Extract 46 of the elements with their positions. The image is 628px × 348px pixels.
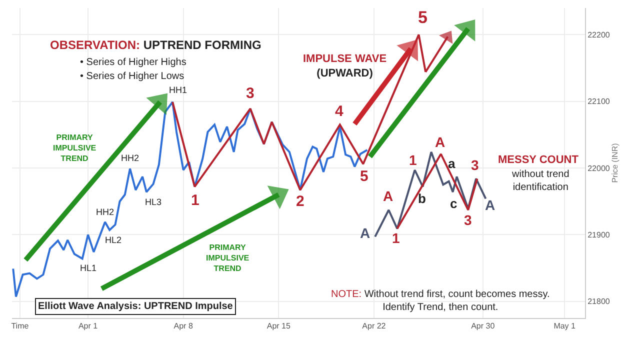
annotation: MESSY COUNT <box>498 154 579 166</box>
y-tick-label: 21800 <box>588 297 610 306</box>
annotation: HL2 <box>105 235 122 245</box>
annotation: • Series of Higher Lows <box>80 71 184 82</box>
annotation: HL1 <box>80 263 97 273</box>
annotation: HH1 <box>169 85 188 95</box>
annotation: • Series of Higher Highs <box>80 57 186 68</box>
x-tick-label: Apr 22 <box>362 322 386 331</box>
annotation: without trend identification <box>511 169 570 193</box>
x-tick-label: Time <box>11 322 30 331</box>
x-tick-label: Apr 15 <box>266 322 291 331</box>
annotation: IMPULSE WAVE (UPWARD) <box>303 53 387 80</box>
annotation: 3 <box>246 85 254 102</box>
annotation: 2 <box>296 193 304 210</box>
annotation: 1 <box>392 230 400 246</box>
annotation: b <box>418 191 426 206</box>
annotation: 3 <box>464 212 472 228</box>
annotation: 5 <box>360 168 368 185</box>
annotation: 4 <box>335 103 344 120</box>
x-tick-label: May 1 <box>554 322 576 331</box>
y-tick-label: 22000 <box>588 164 610 173</box>
annotation: PRIMARY IMPULSIVE TREND <box>206 243 250 273</box>
x-tick-label: Apr 8 <box>174 322 194 331</box>
x-tick-label: Apr 1 <box>78 322 98 331</box>
annotation: 5 <box>418 8 428 27</box>
annotation: OBSERVATION: UPTREND FORMING <box>50 38 262 52</box>
annotation: NOTE: Without trend first, count becomes messy. Identify Trend, then count. <box>331 289 550 313</box>
annotation: A <box>435 134 446 150</box>
annotation: a <box>448 156 456 171</box>
annotation: HH2 <box>121 153 140 163</box>
annotation: A <box>383 188 394 204</box>
annotation: 1 <box>191 192 200 209</box>
x-tick-label: Apr 30 <box>471 322 496 331</box>
y-axis-title: Price (INR) <box>610 142 620 183</box>
y-tick-label: 22100 <box>588 97 610 106</box>
annotation: A <box>485 197 496 213</box>
annotation: c <box>450 196 458 211</box>
annotation: HH2 <box>96 207 114 217</box>
y-tick-label: 22200 <box>588 30 610 40</box>
annotation: 3 <box>471 157 479 173</box>
y-tick-label: 21900 <box>588 230 610 240</box>
annotation: A <box>360 225 370 241</box>
annotation: HL3 <box>145 197 162 207</box>
annotation: Elliott Wave Analysis: UPTREND Impulse <box>38 301 234 312</box>
annotation: 1 <box>409 152 417 168</box>
annotation: PRIMARY IMPULSIVE TREND <box>53 133 97 163</box>
